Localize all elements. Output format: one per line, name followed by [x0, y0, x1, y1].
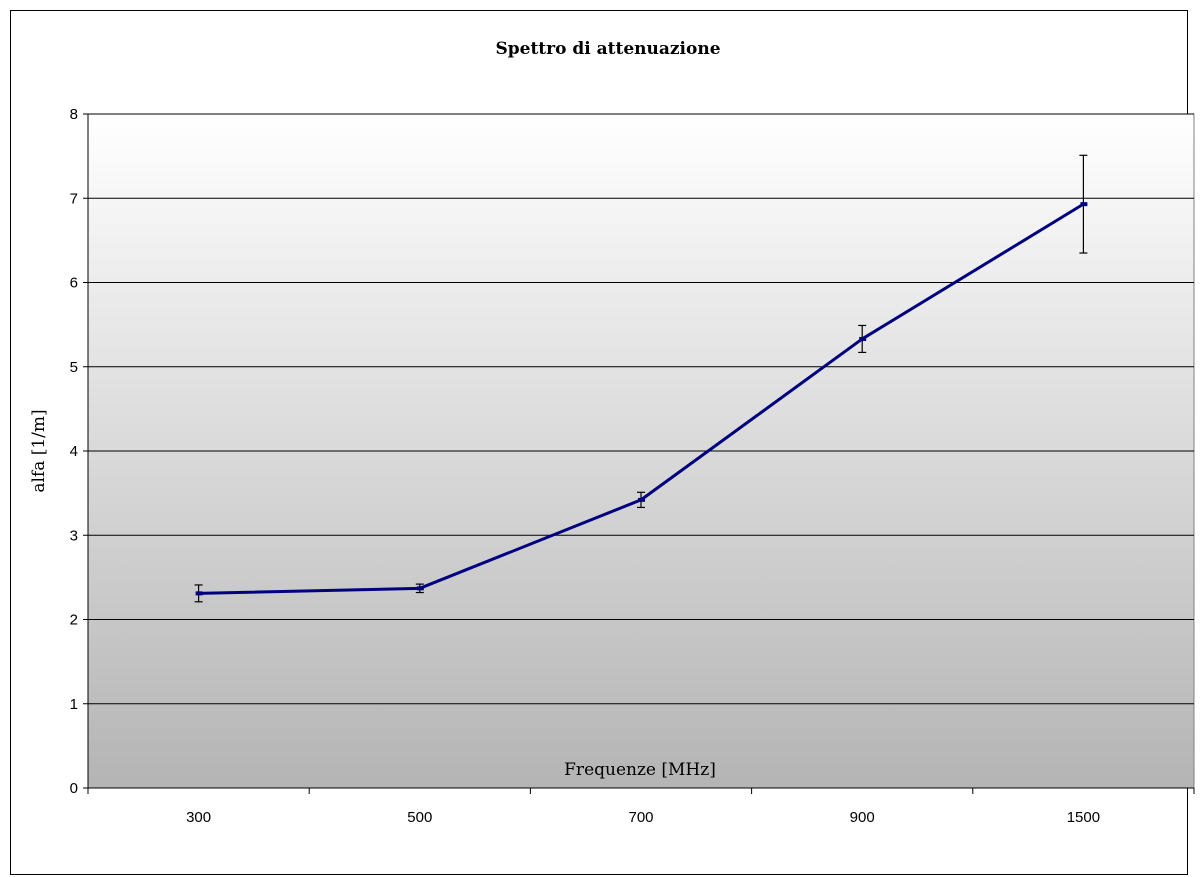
data-point [1080, 202, 1088, 207]
y-tick-label: 0 [70, 780, 78, 797]
y-tick-label: 6 [70, 275, 78, 292]
x-tick-label: 700 [628, 809, 653, 826]
chart-title: Spettro di attenuazione [495, 39, 720, 59]
x-tick-label: 900 [850, 809, 875, 826]
x-tick-label: 300 [186, 809, 211, 826]
y-tick-label: 4 [70, 443, 78, 460]
data-point [859, 336, 867, 341]
x-tick-label: 500 [407, 809, 432, 826]
x-axis-label: Frequenze [MHz] [564, 760, 716, 780]
y-axis-label: alfa [1/m] [29, 409, 49, 492]
y-tick-label: 3 [70, 527, 78, 544]
y-tick-label: 7 [70, 190, 78, 207]
y-tick-label: 8 [70, 106, 78, 123]
data-point [638, 497, 645, 502]
data-point [416, 586, 424, 591]
y-tick-label: 5 [70, 359, 78, 376]
data-point [195, 591, 203, 596]
plot-area: 0 1 2 3 4 5 6 7 8 300 500 700 900 1500 [70, 106, 1195, 826]
y-tick-label: 1 [70, 696, 78, 713]
x-tick-label: 1500 [1067, 809, 1100, 826]
y-tick-label: 2 [70, 612, 78, 629]
